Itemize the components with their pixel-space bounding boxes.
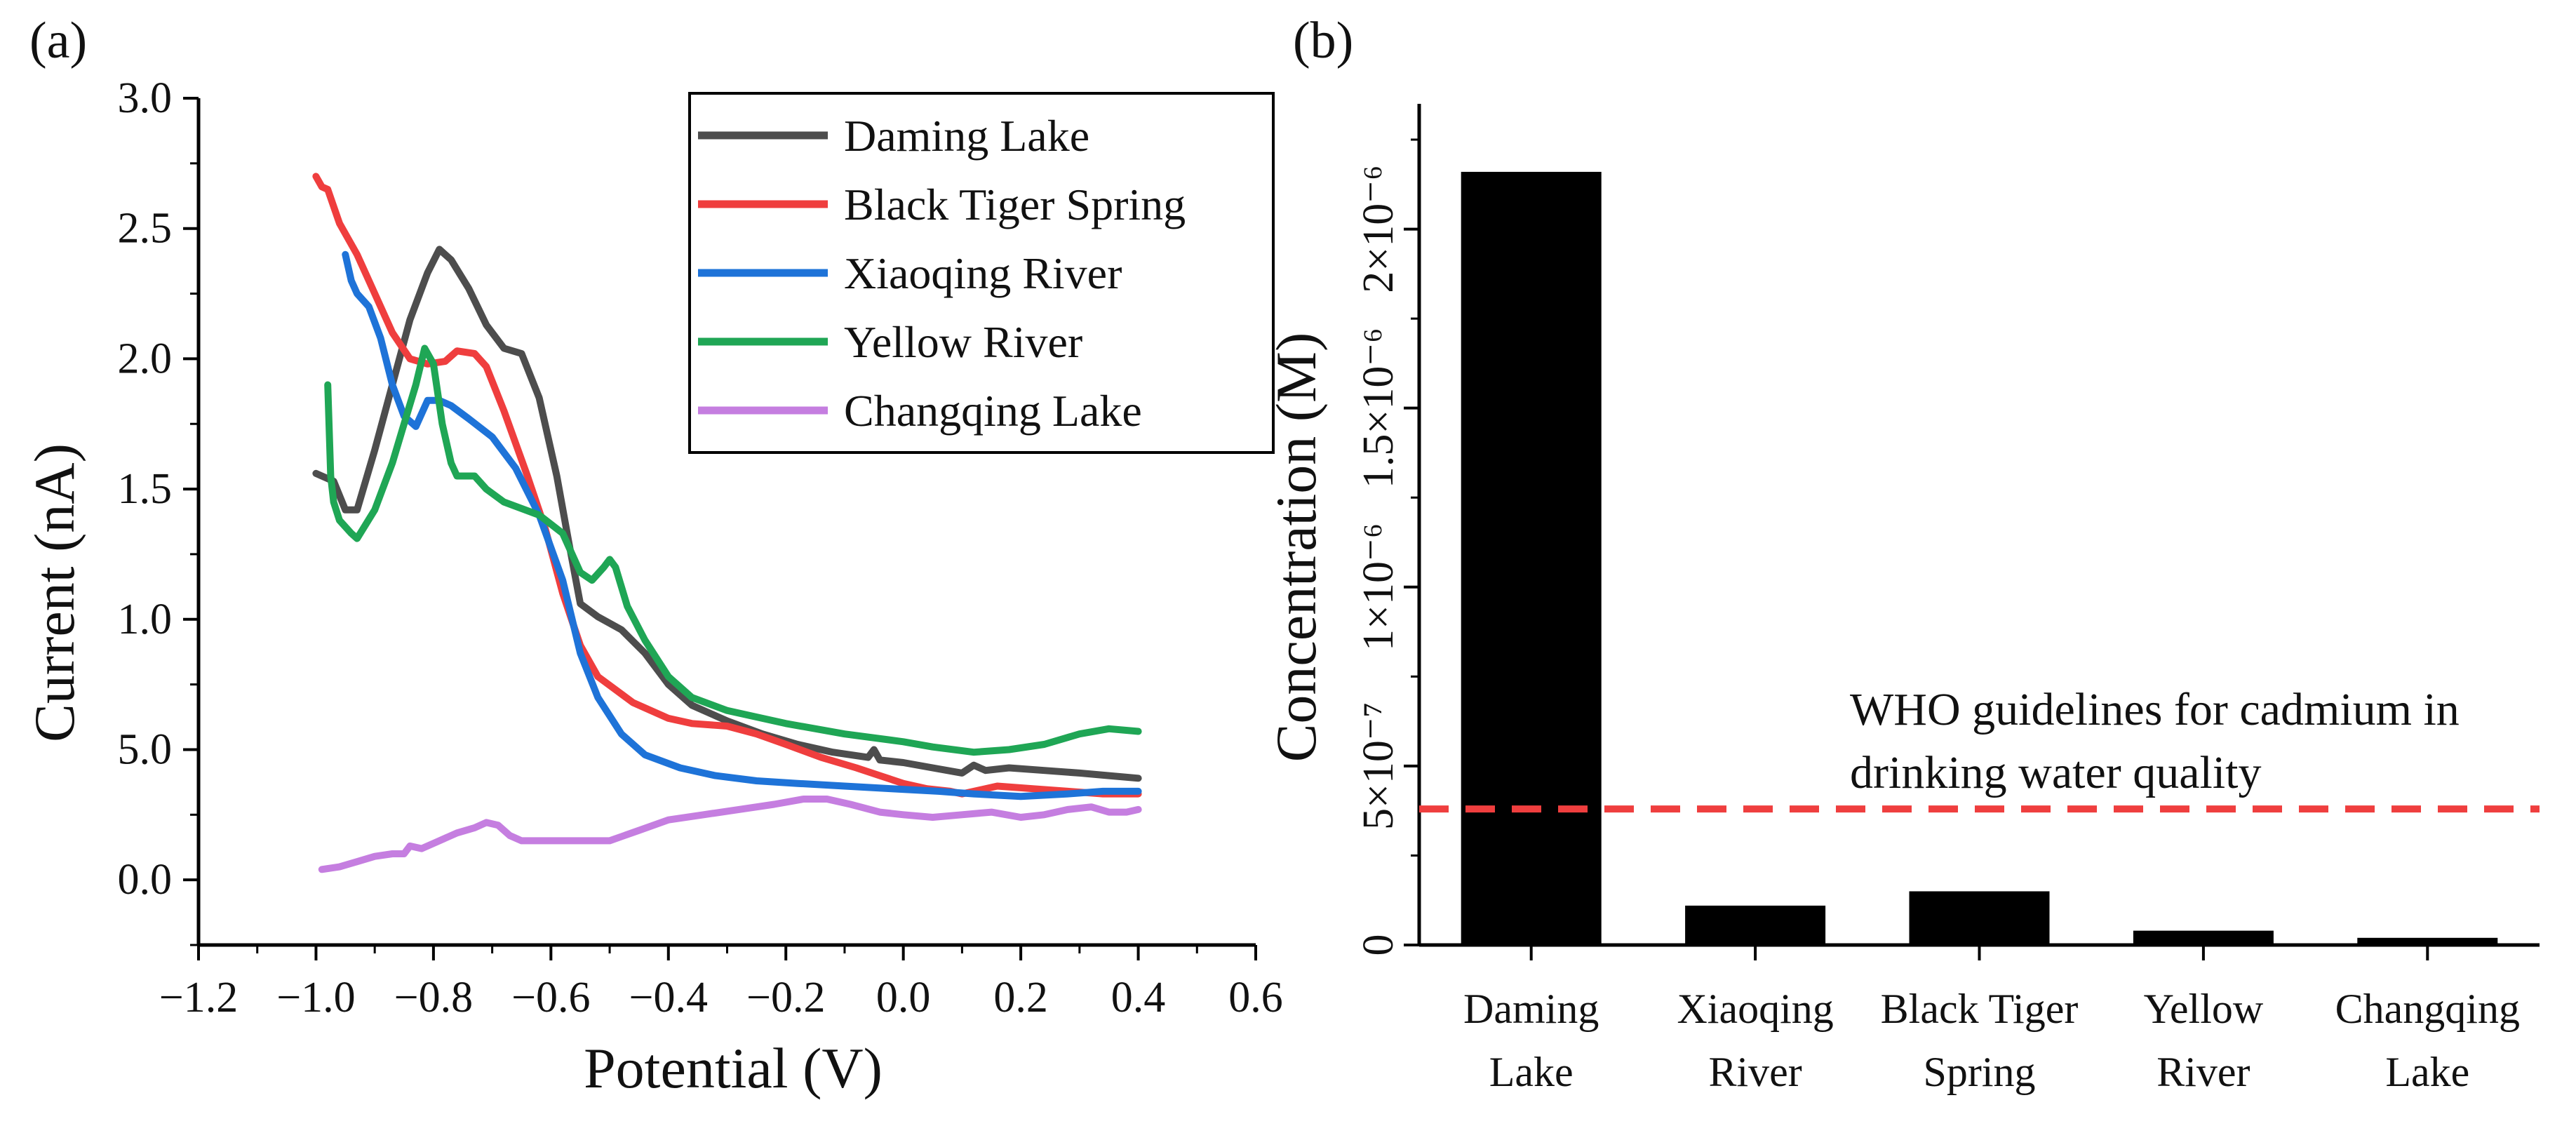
y-tick-label: 2.5 (118, 205, 173, 253)
category-label: Yellow (2144, 986, 2264, 1032)
series-line-changqing-lake (318, 796, 1142, 873)
legend-label: Changqing Lake (844, 386, 1142, 436)
y-tick-label: 0 (1355, 934, 1402, 956)
panel-a-y-label: Current (nA) (22, 443, 86, 742)
series-line-xiaoqing-river (342, 250, 1142, 800)
category-label: River (2156, 1049, 2250, 1095)
x-tick-label: 0.2 (993, 974, 1048, 1021)
bar-1 (1685, 905, 1826, 945)
panel-b-label: (b) (1293, 12, 1353, 69)
bar-2 (1909, 891, 2050, 945)
panel-b-ticks: 0 5×10⁻⁷ 1×10⁻⁶ 1.5×10⁻⁶ 2×10⁻⁶ (1355, 138, 2429, 960)
legend-label: Black Tiger Spring (844, 180, 1186, 229)
category-label: Changqing (2335, 986, 2520, 1032)
panel-b: (b) 0 5×10⁻⁷ 1×10⁻⁶ 1.5×10⁻⁶ 2×10⁻⁶ WHO guid… (1264, 12, 2540, 1095)
y-tick-label: 2.0 (118, 335, 173, 382)
category-label: Lake (2385, 1049, 2469, 1095)
x-tick-label: 0.6 (1228, 974, 1283, 1021)
category-label: Lake (1489, 1049, 1574, 1095)
x-tick-label: 0.0 (876, 974, 931, 1021)
bar-0 (1461, 171, 1602, 945)
y-tick-label: 1×10⁻⁶ (1355, 523, 1402, 651)
category-label: River (1708, 1049, 1802, 1095)
x-tick-label: −1.0 (276, 974, 355, 1021)
who-annotation-line2: drinking water quality (1850, 747, 2262, 798)
bar-4 (2357, 937, 2498, 945)
x-tick-label: −1.2 (159, 974, 238, 1021)
category-label: Xiaoqing (1677, 986, 1833, 1032)
x-tick-label: 0.4 (1111, 974, 1166, 1021)
category-label: Black Tiger (1881, 986, 2079, 1032)
bar-3 (2133, 930, 2274, 945)
y-tick-label: 1.5 (118, 465, 173, 513)
category-label: Spring (1923, 1049, 2035, 1095)
panel-b-bars (1461, 171, 2498, 945)
series-line-daming-lake (312, 246, 1142, 782)
y-tick-label: 1.5×10⁻⁶ (1355, 328, 1402, 488)
legend: Daming Lake Black Tiger Spring Xiaoqing Ri… (688, 92, 1275, 454)
legend-label: Xiaoqing River (844, 248, 1122, 298)
y-tick-label: 3.0 (118, 74, 173, 122)
x-tick-label: −0.6 (511, 974, 590, 1021)
panel-a-ticks: −1.2 −1.0 −0.8 −0.6 −0.4 −0.2 0.0 0.2 0.4 0.6 0.0 5… (118, 74, 1283, 1021)
panel-a: (a) −1.2 −1.0 −0.8 −0.6 −0.4 −0.2 0.0 0.2 0.4 0.6… (22, 12, 1283, 1100)
y-tick-label: 5.0 (118, 725, 173, 773)
panel-a-series-lines (312, 173, 1142, 873)
x-tick-label: −0.4 (629, 974, 708, 1021)
panel-a-x-label: Potential (V) (584, 1036, 883, 1100)
y-tick-label: 2×10⁻⁶ (1355, 165, 1402, 293)
legend-label: Daming Lake (844, 111, 1089, 161)
y-tick-label: 0.0 (118, 856, 173, 904)
panel-b-category-labels: Daming Lake Xiaoqing River Black Tiger Spring… (1463, 986, 2520, 1095)
series-line-yellow-river (324, 344, 1142, 756)
category-label: Daming (1463, 986, 1599, 1032)
legend-items: Daming Lake Black Tiger Spring Xiaoqing Ri… (698, 111, 1186, 436)
x-tick-label: −0.2 (746, 974, 825, 1021)
legend-label: Yellow River (844, 317, 1082, 367)
y-tick-label: 5×10⁻⁷ (1355, 702, 1402, 830)
y-tick-label: 1.0 (118, 596, 173, 643)
x-tick-label: −0.8 (394, 974, 473, 1021)
who-annotation-line1: WHO guidelines for cadmium in (1850, 684, 2460, 735)
panel-a-label: (a) (29, 12, 87, 69)
panel-b-y-label: Concentration (M) (1264, 333, 1328, 763)
